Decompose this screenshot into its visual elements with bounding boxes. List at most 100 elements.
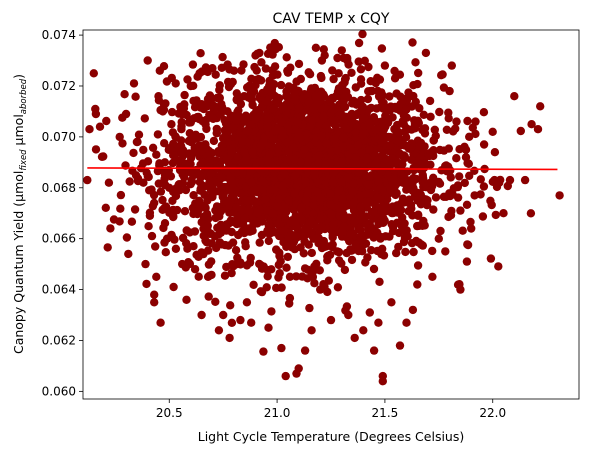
y-tick-label: 0.062 <box>42 333 76 347</box>
scatter-point <box>225 333 234 343</box>
scatter-point <box>273 144 283 153</box>
scatter-point <box>281 371 290 381</box>
scatter-point <box>165 183 174 192</box>
scatter-point <box>199 231 208 240</box>
scatter-point <box>479 108 489 117</box>
scatter-point <box>334 186 343 195</box>
scatter-point <box>282 263 291 272</box>
scatter-point <box>122 233 132 242</box>
scatter-point <box>314 151 324 160</box>
scatter-point <box>310 169 319 179</box>
scatter-point <box>208 192 217 202</box>
scatter-point <box>344 310 353 320</box>
scatter-point <box>277 118 287 127</box>
scatter-point <box>194 252 203 261</box>
scatter-point <box>255 238 264 247</box>
scatter-point <box>313 187 322 197</box>
scatter-point <box>291 87 300 96</box>
trend-line-group <box>87 167 558 171</box>
scatter-point <box>476 190 485 199</box>
scatter-point <box>212 93 222 103</box>
y-axis-label-mid: μmol <box>11 114 26 149</box>
scatter-point <box>212 128 221 138</box>
scatter-point <box>104 178 114 187</box>
scatter-point <box>279 103 288 112</box>
scatter-point <box>171 244 181 253</box>
scatter-point <box>182 226 191 235</box>
scatter-point <box>101 203 111 212</box>
scatter-point <box>269 104 278 113</box>
scatter-point <box>349 218 359 228</box>
scatter-point <box>390 66 399 76</box>
scatter-point <box>463 240 473 250</box>
scatter-point <box>408 305 418 315</box>
scatter-point <box>428 272 437 281</box>
scatter-point <box>307 326 316 335</box>
scatter-point <box>154 92 163 101</box>
scatter-point <box>408 211 417 220</box>
scatter-point <box>310 279 319 288</box>
scatter-point <box>364 119 374 128</box>
scatter-points <box>83 30 564 386</box>
scatter-point <box>486 254 496 263</box>
scatter-point <box>275 269 284 278</box>
scatter-point <box>357 106 366 115</box>
y-tick-label: 0.060 <box>42 384 76 398</box>
scatter-point <box>223 107 232 116</box>
scatter-point <box>180 207 190 216</box>
scatter-point <box>152 272 161 281</box>
chart-title: CAV TEMP x CQY <box>273 11 390 27</box>
scatter-point <box>247 178 256 187</box>
scatter-point <box>300 237 309 246</box>
scatter-point <box>263 272 272 281</box>
scatter-point <box>246 253 255 263</box>
scatter-point <box>166 172 176 181</box>
scatter-point <box>399 172 408 181</box>
scatter-point <box>377 216 386 225</box>
scatter-point <box>425 151 434 161</box>
scatter-point <box>85 125 94 134</box>
scatter-point <box>178 259 187 269</box>
scatter-point <box>356 191 365 200</box>
scatter-point <box>394 242 403 252</box>
scatter-point <box>316 193 326 203</box>
scatter-point <box>246 120 255 129</box>
scatter-point <box>285 272 295 281</box>
scatter-point <box>169 282 178 292</box>
scatter-point <box>235 95 244 104</box>
scatter-point <box>322 139 331 148</box>
scatter-point <box>294 103 304 112</box>
scatter-point <box>452 154 461 163</box>
scatter-point <box>129 79 139 88</box>
scatter-point <box>243 113 252 122</box>
scatter-point <box>328 221 338 230</box>
scatter-point <box>130 205 140 214</box>
scatter-point <box>467 224 476 233</box>
scatter-point <box>373 86 382 96</box>
scatter-point <box>217 173 226 183</box>
scatter-point <box>356 148 366 158</box>
scatter-point <box>317 223 326 232</box>
scatter-point <box>159 223 168 233</box>
scatter-point <box>139 178 148 187</box>
scatter-point <box>229 66 239 75</box>
scatter-point <box>380 61 390 70</box>
scatter-point <box>271 44 280 54</box>
scatter-point <box>444 144 453 153</box>
scatter-point <box>372 104 381 113</box>
scatter-point <box>233 253 242 262</box>
scatter-point <box>358 213 368 222</box>
scatter-point <box>337 259 346 268</box>
scatter-point <box>194 196 204 205</box>
scatter-point <box>219 310 228 320</box>
scatter-point <box>251 51 260 60</box>
scatter-point <box>144 222 153 231</box>
scatter-point <box>299 249 308 258</box>
y-tick-label: 0.068 <box>42 181 76 195</box>
scatter-point <box>317 89 326 98</box>
scatter-point <box>436 226 445 236</box>
scatter-point <box>301 177 310 186</box>
scatter-point <box>195 115 204 124</box>
scatter-point <box>294 59 304 69</box>
